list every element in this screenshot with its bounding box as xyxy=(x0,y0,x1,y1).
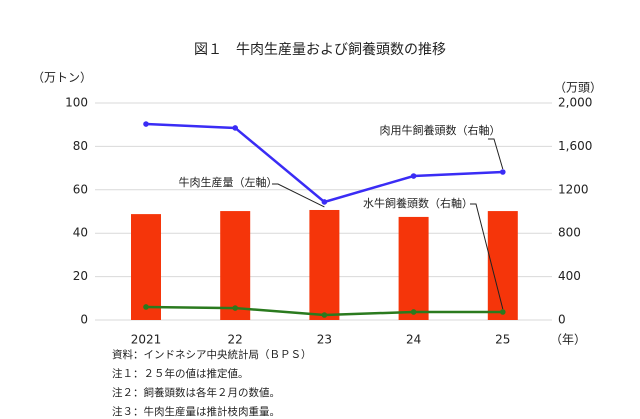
y-tick-label: 40 xyxy=(73,226,88,240)
line-marker xyxy=(143,304,149,310)
bar xyxy=(309,209,340,320)
legend-label: 肉用牛飼養頭数（右軸） xyxy=(380,123,501,137)
legend-label: 水牛飼養頭数（右軸） xyxy=(363,196,473,210)
line-marker xyxy=(143,121,149,127)
bar xyxy=(131,214,161,320)
bar xyxy=(487,211,518,320)
y-tick-label: 0 xyxy=(80,313,88,327)
y-tick-label: 100 xyxy=(65,96,88,110)
y2-tick-label: 400 xyxy=(558,269,581,283)
line-marker xyxy=(410,309,417,315)
leader-line xyxy=(272,183,325,208)
bar xyxy=(398,216,429,320)
x-tick-label: 23 xyxy=(317,333,332,347)
chart-title: 図１ 牛肉生産量および飼養頭数の推移 xyxy=(194,41,446,58)
x-tick-label: 24 xyxy=(406,333,421,347)
y2-tick-label: 1200 xyxy=(558,182,589,196)
line-marker xyxy=(232,305,238,311)
y2-tick-label: 0 xyxy=(558,313,566,327)
legend-label: 牛肉生産量（左軸） xyxy=(179,175,278,189)
y-tick-label: 60 xyxy=(73,182,88,196)
y-tick-label: 80 xyxy=(73,139,88,153)
line-marker xyxy=(321,312,328,318)
line-marker xyxy=(500,309,506,315)
line-marker xyxy=(321,199,328,205)
bar xyxy=(220,211,251,320)
y2-axis-label: （万頭） xyxy=(554,81,602,95)
leader-line xyxy=(470,203,504,310)
y-tick-label: 20 xyxy=(73,269,88,283)
y-axis-label: （万トン） xyxy=(32,71,92,85)
note: 注３：牛肉生産量は推計枝肉重量。 xyxy=(112,405,280,418)
leader-line xyxy=(488,138,504,170)
line-marker xyxy=(232,125,238,131)
x-tick-label: 2021 xyxy=(131,333,162,347)
line-marker xyxy=(410,173,417,179)
x-tick-label: 25 xyxy=(495,333,510,347)
note: 資料：インドネシア中央統計局（ＢＰＳ） xyxy=(112,348,312,361)
note: 注１：２５年の値は推定値。 xyxy=(112,367,249,380)
note: 注２：飼養頭数は各年２月の数値。 xyxy=(112,386,280,399)
y2-tick-label: 800 xyxy=(558,226,581,240)
y2-tick-label: 1,600 xyxy=(558,139,592,153)
x-tick-label: 22 xyxy=(228,333,243,347)
y2-tick-label: 2,000 xyxy=(558,96,592,110)
x-axis-label: （年） xyxy=(550,333,586,347)
line-marker xyxy=(500,169,506,175)
